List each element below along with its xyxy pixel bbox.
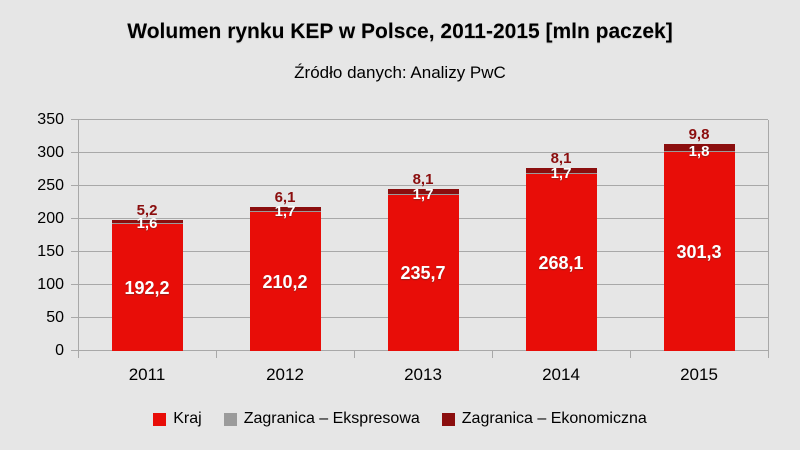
y-tick-label: 50: [46, 309, 64, 326]
bar-segment-ekspresowa: [525, 172, 597, 175]
legend-label: Zagranica – Ekonomiczna: [461, 410, 647, 427]
bar-value-kraj: 235,7: [400, 263, 446, 284]
y-axis-tick: [71, 317, 78, 318]
gridline: [78, 119, 768, 120]
x-tick-label: 2012: [266, 365, 304, 384]
y-tick-label: 100: [37, 276, 64, 293]
bar-value-ekonomiczna: 5,2: [136, 201, 158, 219]
legend: Kraj Zagranica – Ekspresowa Zagranica – Ek…: [0, 410, 800, 428]
y-axis-tick: [71, 284, 78, 285]
x-axis-tick: [630, 351, 631, 358]
y-axis-line: [78, 120, 79, 358]
bar-value-ekspresowa: 1,7: [274, 203, 296, 221]
bar-segment-kraj: [663, 152, 735, 351]
gridline: [78, 185, 768, 186]
y-axis-tick: [71, 119, 78, 120]
bar-value-kraj: 268,1: [538, 252, 584, 273]
y-axis-labels: 0 50 100 150 200 250 300 350: [0, 111, 64, 359]
legend-label: Kraj: [173, 410, 202, 427]
x-tick-label: 2014: [542, 365, 580, 384]
y-axis-tick: [71, 152, 78, 153]
x-axis-labels: 2011 2012 2013 2014 2015: [78, 364, 768, 386]
bar-segment-ekspresowa: [387, 194, 459, 196]
bar-segment-kraj: [525, 174, 597, 351]
chart-subtitle: Źródło danych: Analizy PwC: [294, 63, 506, 82]
legend-swatch-ekspresowa: [223, 412, 237, 426]
bar-segment-ekonomiczna: [249, 207, 321, 212]
y-axis-tick: [71, 218, 78, 219]
y-tick-label: 200: [37, 210, 64, 227]
x-axis-tick: [354, 351, 355, 358]
gridline: [78, 152, 768, 153]
plot-area: 192,2 1,6 5,2 210,2 1,7 6,1 235,7 1,7 8,1 268,1 1,…: [71, 119, 769, 358]
bar-segment-ekspresowa: [111, 223, 183, 225]
bar-value-ekspresowa: 1,7: [412, 186, 434, 204]
bar-value-kraj: 192,2: [124, 277, 170, 298]
x-axis-tick: [492, 351, 493, 358]
bar-segment-kraj: [387, 195, 459, 351]
x-tick-label: 2013: [404, 365, 442, 384]
y-axis-tick: [71, 185, 78, 186]
y-tick-label: 350: [37, 111, 64, 128]
bar-value-ekonomiczna: 6,1: [274, 189, 296, 207]
legend-label: Zagranica – Ekspresowa: [243, 410, 420, 427]
bar-segment-kraj: [249, 212, 321, 351]
chart-title: Wolumen rynku KEP w Polsce, 2011-2015 [m…: [127, 20, 673, 43]
y-axis-tick: [71, 251, 78, 252]
bar-value-ekspresowa: 1,6: [136, 215, 158, 233]
bar-segment-ekonomiczna: [111, 219, 183, 224]
bar-value-kraj: 301,3: [676, 241, 722, 262]
legend-item-kraj: Kraj: [153, 410, 202, 428]
y-tick-label: 300: [37, 144, 64, 161]
bar-value-ekspresowa: 1,7: [550, 164, 572, 182]
x-tick-label: 2011: [128, 365, 166, 384]
legend-swatch-kraj: [153, 412, 167, 426]
bar-segment-ekspresowa: [249, 211, 321, 213]
x-tick-label: 2015: [680, 365, 718, 384]
legend-item-ekspresowa: Zagranica – Ekspresowa: [223, 410, 420, 428]
y-tick-label: 250: [37, 177, 64, 194]
bar-value-ekspresowa: 1,8: [688, 142, 710, 160]
bar-segment-ekonomiczna: [663, 144, 735, 151]
bar-segment-ekspresowa: [663, 150, 735, 153]
y-tick-label: 0: [55, 342, 64, 359]
bar-value-kraj: 210,2: [262, 271, 308, 292]
bar-value-ekonomiczna: 9,8: [688, 126, 710, 144]
y-axis-tick: [71, 350, 78, 351]
y-tick-label: 150: [37, 243, 64, 260]
x-axis-tick: [216, 351, 217, 358]
bar-value-ekonomiczna: 8,1: [550, 149, 572, 167]
legend-swatch-ekonomiczna: [441, 412, 455, 426]
bar-segment-kraj: [111, 224, 183, 351]
bar-segment-ekonomiczna: [525, 167, 597, 173]
bar-segment-ekonomiczna: [387, 188, 459, 195]
bar-value-ekonomiczna: 8,1: [412, 170, 434, 188]
legend-item-ekonomiczna: Zagranica – Ekonomiczna: [441, 410, 647, 428]
right-border-line: [768, 120, 769, 358]
